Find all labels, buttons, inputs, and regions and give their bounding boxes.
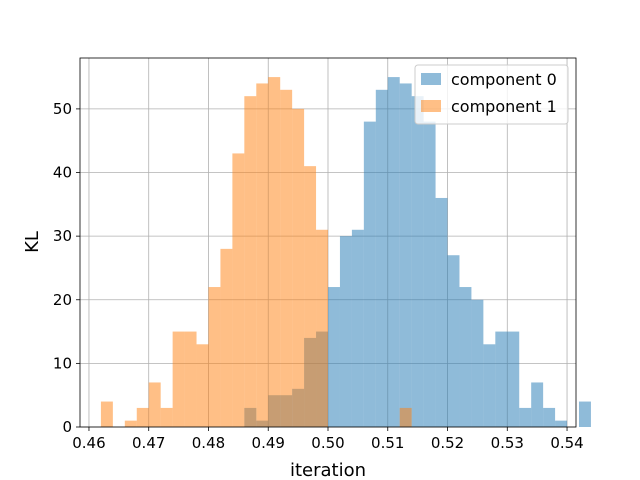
bar-component-0-bin-14 (411, 96, 424, 427)
bar-component-1-bin-12 (244, 96, 257, 427)
bar-component-0-bin-23 (519, 407, 532, 427)
bar-component-0-bin-15 (423, 121, 436, 427)
bar-component-0-bin-12 (387, 77, 400, 427)
bar-component-1-bin-13 (256, 83, 269, 427)
x-tick-label-3: 0.49 (252, 434, 285, 452)
bar-component-0-bin-18 (459, 287, 472, 427)
legend: component 0 component 1 (414, 64, 569, 125)
bar-component-1-bin-4 (148, 382, 161, 427)
bar-component-1-bin-8 (196, 344, 209, 427)
x-tick-label-7: 0.53 (491, 434, 524, 452)
bar-component-0-bin-17 (447, 255, 460, 427)
bar-component-0-bin-16 (435, 197, 448, 427)
bar-component-0-bin-21 (495, 331, 508, 427)
axis-ticks: 0.46 0.47 0.48 0.49 0.50 0.51 0.52 0.53 0.54 0 10 2… (53, 100, 584, 452)
x-tick-label-1: 0.47 (132, 434, 165, 452)
bar-component-0-bin-10 (363, 121, 376, 427)
legend-label-component-0: component 0 (451, 70, 557, 89)
y-tick-label-4: 40 (53, 164, 72, 182)
bar-component-0-bin-8 (339, 236, 352, 427)
x-tick-label-4: 0.50 (311, 434, 344, 452)
bar-component-1-bin-14 (268, 77, 281, 427)
x-tick-label-2: 0.48 (192, 434, 225, 452)
legend-box (414, 64, 569, 125)
bar-component-0-bin-20 (483, 344, 496, 427)
bar-component-1-bin-17 (304, 166, 317, 428)
legend-swatch-component-1 (421, 100, 441, 112)
bar-component-0-bin-22 (507, 331, 520, 427)
bar-component-1-bin-6 (172, 331, 185, 427)
bar-component-0-bin-13 (399, 83, 412, 427)
bar-component-1-bin-3 (136, 407, 149, 427)
bar-component-0-bin-25 (543, 407, 556, 427)
x-axis-label: iteration (290, 460, 366, 480)
bar-component-0-bin-19 (471, 299, 484, 427)
bar-component-0-bin-9 (351, 229, 364, 427)
x-tick-label-8: 0.54 (550, 434, 583, 452)
bar-component-1-bin-16 (292, 108, 305, 428)
histogram-bars (100, 77, 591, 428)
bar-component-0-bin-7 (328, 287, 340, 427)
y-tick-label-0: 0 (62, 418, 72, 436)
y-tick-label-5: 50 (53, 100, 72, 118)
legend-label-component-1: component 1 (451, 97, 557, 116)
bar-component-1-bin-15 (280, 89, 293, 427)
bar-component-0-bin-24 (531, 382, 544, 427)
bar-component-1-bin-9 (208, 287, 221, 427)
bar-component-1-bin-11 (232, 153, 245, 427)
x-tick-label-0: 0.46 (72, 434, 105, 452)
y-tick-label-3: 30 (53, 227, 72, 245)
legend-swatch-component-0 (421, 73, 441, 85)
bar-component-1-bin-7 (184, 331, 197, 427)
bar-component-0-bin-26 (555, 420, 568, 427)
y-axis-label: KL (22, 231, 43, 253)
bar-component-1-bin-25 (399, 407, 412, 427)
x-tick-label-6: 0.52 (431, 434, 464, 452)
bar-component-0-bin-28 (578, 401, 591, 427)
bar-component-1-bin-18 (316, 229, 328, 427)
bar-component-1-bin-5 (160, 407, 173, 427)
bar-component-1-bin-0 (100, 401, 113, 427)
y-tick-label-1: 10 (53, 354, 72, 372)
bar-component-0-bin-11 (375, 89, 388, 427)
y-tick-label-2: 20 (53, 291, 72, 309)
x-tick-label-5: 0.51 (371, 434, 404, 452)
bar-component-1-bin-10 (220, 248, 233, 427)
bar-component-1-bin-2 (124, 420, 137, 427)
